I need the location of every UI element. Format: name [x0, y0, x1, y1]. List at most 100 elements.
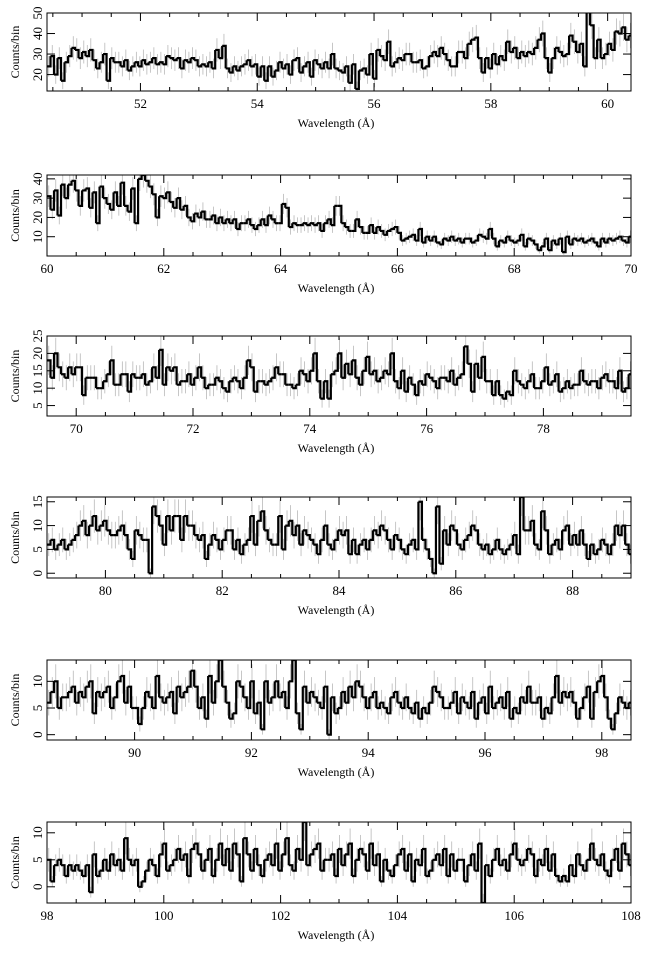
histogram-bin — [229, 529, 234, 550]
histogram-bin — [614, 524, 620, 536]
histogram-bin — [485, 686, 490, 715]
histogram-bin — [607, 544, 613, 556]
histogram-bin — [211, 859, 217, 878]
histogram-bin — [204, 62, 210, 68]
histogram-bin — [218, 380, 224, 389]
histogram-bin — [250, 680, 255, 714]
histogram-bin — [323, 380, 329, 399]
histogram-bin — [544, 847, 550, 871]
histogram-bin — [376, 853, 381, 882]
plot-area — [47, 175, 647, 255]
histogram-bin — [555, 674, 560, 703]
histogram-bin — [355, 376, 360, 385]
histogram-bin — [320, 381, 325, 400]
histogram-bin — [400, 697, 406, 710]
histogram-bin — [516, 380, 522, 385]
histogram-bin — [54, 680, 59, 708]
histogram-bin — [239, 544, 245, 556]
histogram-bin — [299, 369, 304, 375]
histogram-bin — [492, 381, 497, 397]
histogram-bin — [47, 195, 52, 210]
histogram-bin — [337, 692, 343, 710]
histogram-bin — [103, 686, 108, 694]
histogram-bin — [614, 370, 620, 390]
histogram-bin — [117, 182, 122, 207]
histogram-bin — [85, 49, 91, 58]
histogram-bin — [134, 178, 140, 225]
histogram-bin — [201, 534, 206, 559]
histogram-bin — [502, 549, 508, 556]
histogram-bin — [274, 62, 280, 72]
histogram-bin — [281, 525, 287, 551]
histogram-bin — [197, 535, 203, 541]
histogram-bin — [548, 544, 553, 556]
histogram-bin — [302, 62, 308, 68]
histogram-bin — [527, 374, 532, 383]
histogram-bin — [330, 52, 336, 69]
histogram-bin — [106, 854, 112, 872]
histogram-bin — [169, 367, 175, 372]
histogram-bin — [68, 180, 73, 186]
histogram-bin — [541, 708, 546, 720]
plot-area — [47, 336, 631, 408]
histogram-bin — [246, 681, 252, 710]
x-tick-label: 52 — [134, 96, 147, 111]
histogram-bin — [569, 690, 574, 703]
histogram-bin — [618, 27, 623, 35]
histogram-bin — [576, 708, 581, 720]
histogram-bin — [572, 854, 578, 878]
histogram-bin — [495, 56, 501, 66]
histogram-bin — [271, 367, 276, 379]
histogram-bin — [127, 66, 133, 72]
histogram-bin — [393, 690, 399, 703]
histogram-bin — [562, 690, 567, 698]
histogram-bin — [541, 238, 546, 248]
histogram-bin — [334, 353, 339, 372]
histogram-bin — [509, 843, 515, 856]
histogram-bin — [453, 690, 459, 714]
histogram-bin — [495, 538, 501, 550]
histogram-bin — [288, 660, 294, 683]
histogram-bin — [632, 239, 636, 247]
histogram-bin — [425, 235, 431, 241]
histogram-bin — [597, 854, 602, 867]
histogram-bin — [449, 235, 455, 241]
histogram-bin — [481, 58, 487, 74]
histogram-bin — [341, 690, 346, 703]
histogram-bin — [348, 64, 353, 84]
histogram-bin — [492, 237, 497, 247]
histogram-bin — [75, 525, 80, 537]
histogram-bin — [243, 696, 248, 708]
histogram-bin — [362, 696, 367, 708]
histogram-bin — [358, 225, 364, 233]
histogram-bin — [155, 674, 161, 698]
histogram-bin — [600, 853, 606, 871]
histogram-bin — [555, 373, 560, 392]
histogram-bin — [548, 381, 553, 386]
histogram-bin — [211, 49, 217, 70]
histogram-bin — [516, 497, 522, 556]
histogram-bin — [463, 865, 469, 883]
histogram-bin — [530, 239, 536, 245]
histogram-bin — [362, 538, 367, 550]
histogram-bin — [351, 859, 357, 878]
histogram-bin — [407, 539, 413, 546]
histogram-bin — [197, 211, 203, 219]
histogram-bin — [323, 61, 329, 69]
histogram-bin — [166, 692, 171, 699]
histogram-bin — [460, 238, 466, 244]
histogram-bin — [236, 66, 241, 72]
histogram-bin — [569, 535, 574, 546]
histogram-bin — [302, 685, 308, 703]
histogram-bin — [246, 516, 252, 541]
histogram-bin — [218, 842, 224, 866]
histogram-bin — [197, 366, 203, 378]
histogram-bin — [646, 838, 650, 865]
histogram-bin — [460, 858, 466, 882]
histogram-bin — [187, 670, 192, 688]
y-tick-label: 20 — [30, 211, 45, 224]
histogram-bin — [449, 692, 455, 704]
histogram-bin — [64, 692, 70, 699]
histogram-bin — [643, 231, 647, 237]
plot-area — [47, 497, 631, 578]
